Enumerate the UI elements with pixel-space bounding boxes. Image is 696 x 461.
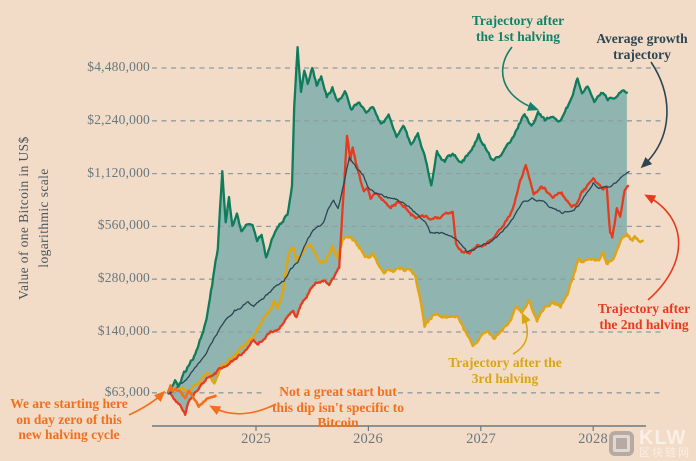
x-tick-label: 2025 xyxy=(241,431,271,447)
annotation-second-halving: Trajectory after the 2nd halving xyxy=(597,301,691,332)
annotation-arrow xyxy=(501,46,540,111)
x-tick-label: 2026 xyxy=(353,431,383,447)
y-tick-label: $63,000 xyxy=(104,384,150,399)
annotation-arrow xyxy=(128,390,166,416)
y-tick-label: $280,000 xyxy=(97,270,150,285)
series-line-3 xyxy=(167,156,630,395)
y-axis-title-line1: Value of one Bitcoin in US$ xyxy=(15,136,31,300)
y-tick-label: $560,000 xyxy=(97,217,150,232)
annotation-first-halving: Trajectory after the 1st halving xyxy=(471,13,565,44)
y-tick-label: $140,000 xyxy=(97,323,150,338)
series-line-2 xyxy=(167,232,644,395)
y-axis-title-line2: logarithmic scale xyxy=(36,168,51,268)
annotation-day-zero: We are starting here on day zero of this… xyxy=(10,396,128,443)
x-tick-label: 2028 xyxy=(578,431,608,447)
annotation-third-halving: Trajectory after the 3rd halving xyxy=(448,355,562,386)
x-tick-label: 2027 xyxy=(466,431,496,447)
annotation-arrow xyxy=(209,403,277,415)
series-line-1 xyxy=(167,134,630,416)
y-axis-title: Value of one Bitcoin in US$ logarithmic … xyxy=(14,136,55,299)
annotation-arrow xyxy=(640,61,668,169)
annotation-dip: Not a great start but this dip isn't spe… xyxy=(271,384,404,431)
y-tick-label: $4,480,000 xyxy=(87,59,150,74)
annotation-average-growth: Average growth trajectory xyxy=(596,31,688,62)
annotation-arrow xyxy=(512,312,531,355)
series-line-4 xyxy=(167,384,217,408)
annotation-arrow xyxy=(644,194,680,301)
y-tick-label: $2,240,000 xyxy=(87,112,150,127)
y-tick-label: $1,120,000 xyxy=(87,165,150,180)
series-line-0 xyxy=(167,46,629,394)
